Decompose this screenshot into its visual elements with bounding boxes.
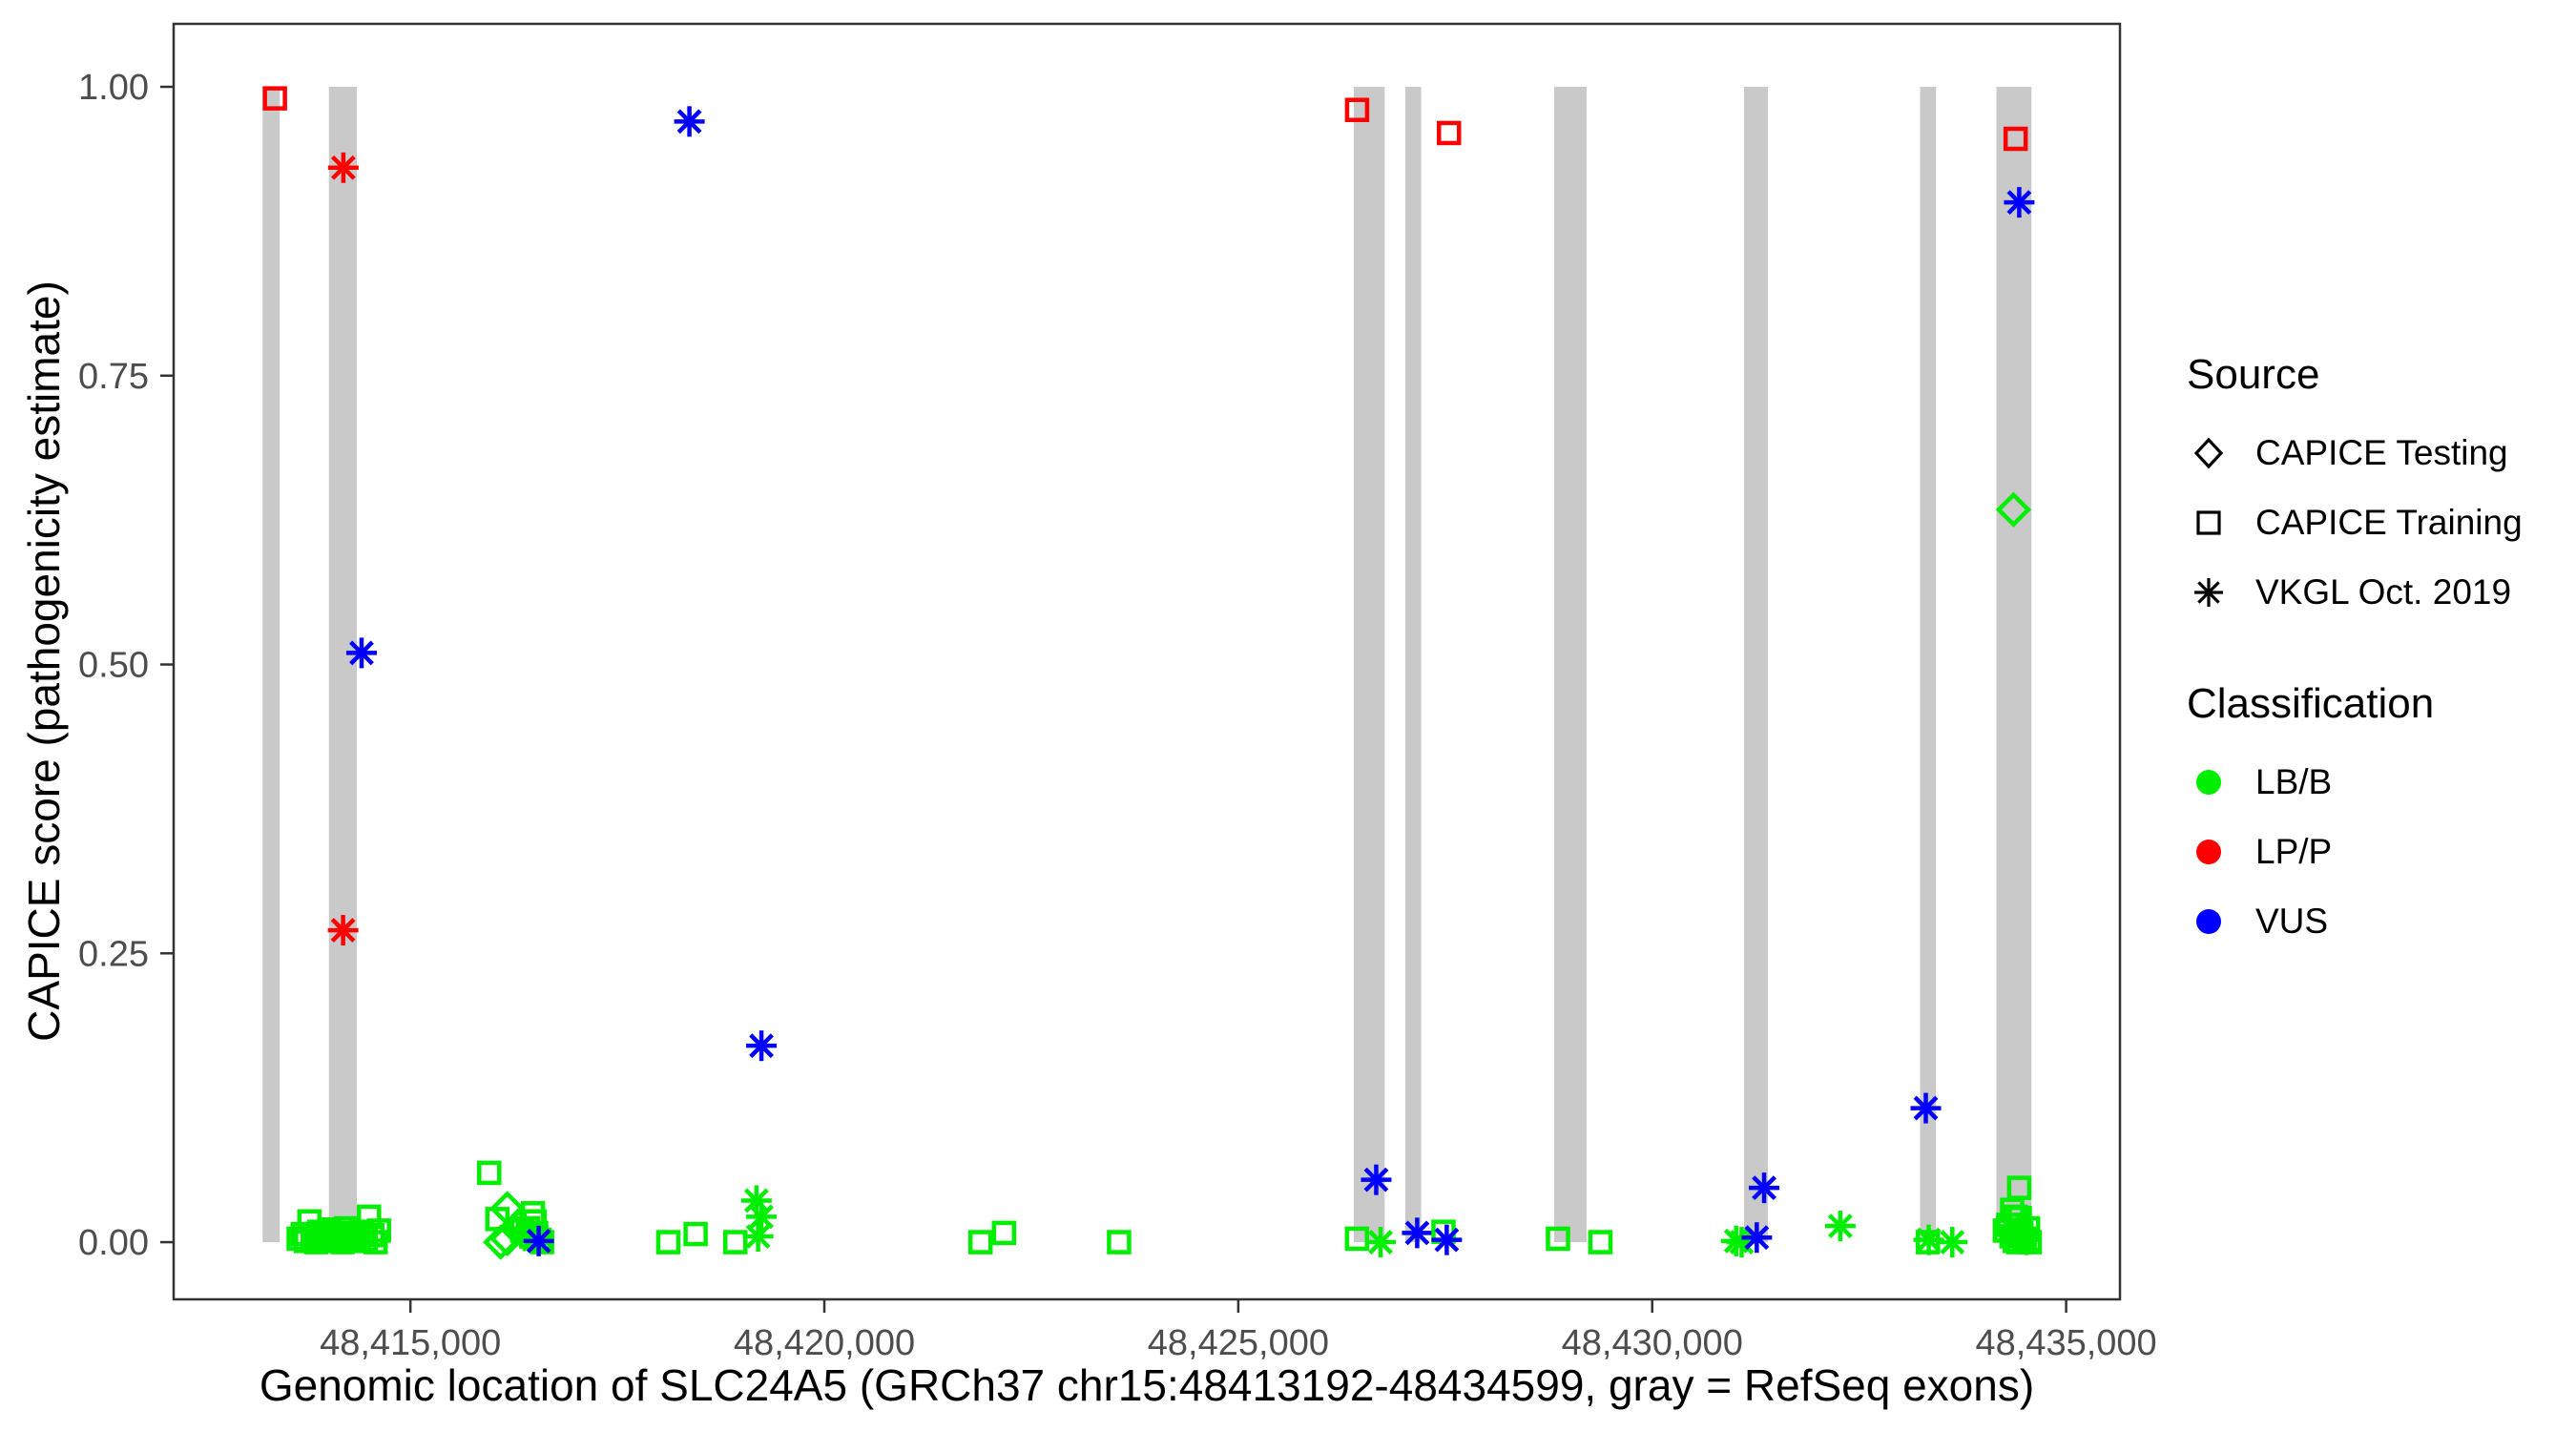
data-point-asterisk (327, 152, 359, 183)
data-point-square (1436, 120, 1462, 146)
legend-classification-title: Classification (2187, 680, 2435, 727)
legend-label: CAPICE Testing (2255, 432, 2508, 472)
x-tick-label: 48,425,000 (1148, 1323, 1329, 1363)
data-point-asterisk (674, 106, 705, 137)
x-tick-label: 48,430,000 (1562, 1323, 1743, 1363)
y-tick-label: 1.00 (78, 68, 149, 108)
data-point-asterisk (1365, 1227, 1397, 1258)
data-point-square (2017, 1230, 2043, 1255)
green-dot-icon (2187, 760, 2255, 804)
y-axis-title: CAPICE score (pathogenicity estimate) (19, 280, 69, 1042)
panel-border (172, 22, 2122, 1301)
data-point-square (366, 1218, 391, 1243)
data-point-asterisk (1937, 1227, 1968, 1258)
legend-item-lbb: LB/B (2187, 747, 2568, 817)
data-point-square (1546, 1226, 1570, 1252)
data-point-asterisk (2010, 1224, 2042, 1255)
data-point-square (477, 1160, 502, 1186)
data-point-asterisk (746, 1201, 778, 1233)
x-tick-label: 48,420,000 (734, 1323, 915, 1363)
legend-item-vus: VUS (2187, 886, 2568, 956)
refseq-exon-bar (1996, 87, 2032, 1243)
refseq-exon-bar (1553, 87, 1587, 1243)
data-point-asterisk (1402, 1217, 1433, 1249)
data-point-asterisk (327, 915, 359, 946)
legend-label: VUS (2255, 901, 2329, 941)
x-tick-label: 48,415,000 (320, 1323, 501, 1363)
data-point-square (2003, 126, 2028, 152)
legend-label: LP/P (2255, 831, 2333, 871)
red-dot-icon (2187, 830, 2255, 874)
data-point-square (360, 1223, 385, 1248)
refseq-exon-bar (1920, 87, 1937, 1243)
data-point-diamond (1995, 491, 2032, 528)
asterisk-icon (2187, 570, 2255, 614)
refseq-exon-bar (262, 87, 280, 1243)
data-point-square (967, 1230, 993, 1255)
data-point-square (1344, 1226, 1370, 1252)
data-point-asterisk (523, 1225, 554, 1256)
data-point-square (722, 1230, 748, 1255)
y-tick-label: 0.00 (78, 1223, 149, 1263)
legend: Source CAPICE Testing CAPICE Training (2187, 351, 2568, 956)
legend-label: LB/B (2255, 761, 2333, 801)
refseq-exon-bar (1353, 87, 1385, 1243)
refseq-exon-bar (1404, 87, 1422, 1243)
data-point-asterisk (1361, 1164, 1392, 1195)
data-point-asterisk (1913, 1224, 1944, 1255)
data-point-square (1107, 1230, 1132, 1255)
data-point-square (262, 86, 287, 111)
data-point-asterisk (742, 1220, 774, 1252)
legend-item-vkgl: VKGL Oct. 2019 (2187, 557, 2568, 627)
data-point-asterisk (2004, 187, 2035, 218)
blue-dot-icon (2187, 900, 2255, 944)
data-point-square (1344, 97, 1370, 122)
data-point-asterisk (1749, 1172, 1780, 1204)
data-point-asterisk (746, 1030, 778, 1062)
data-point-square (655, 1230, 681, 1255)
data-point-asterisk (1431, 1224, 1463, 1255)
y-tick-label: 0.25 (78, 934, 149, 974)
data-point-asterisk (1741, 1222, 1773, 1254)
legend-label: VKGL Oct. 2019 (2255, 571, 2512, 612)
legend-label: CAPICE Training (2255, 502, 2523, 542)
x-tick-label: 48,435,000 (1976, 1323, 2157, 1363)
data-point-asterisk (1910, 1092, 1942, 1124)
square-icon (2187, 501, 2255, 545)
refseq-exon-bar (1743, 87, 1768, 1243)
data-point-square (991, 1220, 1017, 1246)
legend-item-capice-testing: CAPICE Testing (2187, 418, 2568, 487)
y-tick-label: 0.75 (78, 357, 149, 397)
data-point-square (683, 1221, 708, 1247)
legend-item-capice-training: CAPICE Training (2187, 487, 2568, 557)
legend-item-lpp: LP/P (2187, 817, 2568, 886)
data-point-asterisk (1824, 1211, 1856, 1242)
data-point-square (1588, 1230, 1613, 1255)
legend-source-title: Source (2187, 351, 2320, 398)
x-axis-title: Genomic location of SLC24A5 (GRCh37 chr1… (259, 1360, 2035, 1410)
y-tick-label: 0.50 (78, 646, 149, 686)
data-point-asterisk (345, 637, 377, 669)
data-point-asterisk (740, 1185, 772, 1216)
diamond-icon (2187, 431, 2255, 475)
